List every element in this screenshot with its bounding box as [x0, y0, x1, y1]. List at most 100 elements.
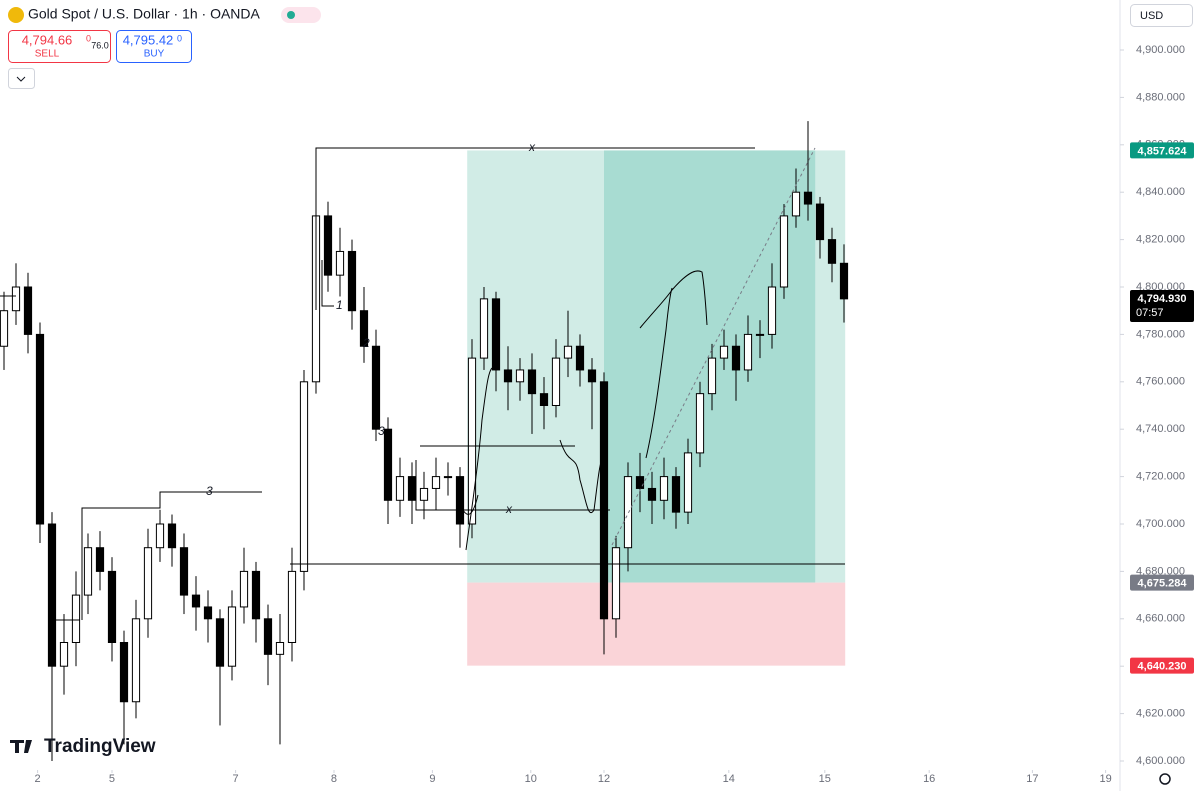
candle-body: [11, 286, 21, 312]
x-tick-label: 16: [923, 773, 935, 785]
annotation: 1: [336, 298, 343, 312]
drawings: 1 2 3 3 x x: [0, 140, 845, 621]
candle-body: [659, 476, 669, 501]
annotation: 2: [362, 336, 370, 350]
candle-body: [347, 250, 357, 312]
candle-body: [251, 570, 261, 620]
candle-body: [155, 523, 165, 549]
candle-body: [383, 428, 393, 501]
x-tick-label: 5: [109, 773, 115, 785]
annotation: 3: [206, 484, 213, 498]
price-badge-label: 4,640.230: [1138, 661, 1187, 673]
candle-body: [395, 476, 405, 501]
x-tick-label: 12: [598, 773, 610, 785]
settings-icon[interactable]: [1159, 773, 1171, 785]
candle-body: [71, 594, 81, 643]
x-tick-label: 9: [429, 773, 435, 785]
currency: USD: [1140, 10, 1163, 22]
candle-body: [275, 641, 285, 655]
candle-body: [359, 310, 369, 347]
freehand: [645, 287, 673, 459]
candle-body: [35, 333, 45, 525]
candle-body: [503, 369, 513, 383]
candle-body: [131, 618, 141, 703]
candle-body: [191, 594, 201, 608]
candle-body: [467, 357, 477, 525]
sell-label: SELL: [35, 49, 60, 60]
drawn-line: [321, 260, 334, 307]
candle-body: [611, 547, 621, 620]
candle-body: [59, 641, 69, 667]
chevron-icon: [16, 76, 26, 82]
candle-body: [587, 369, 597, 383]
annotation: x: [505, 502, 513, 516]
y-tick-label: 4,660.000: [1136, 613, 1185, 625]
annotation: x: [528, 140, 536, 154]
freehand: [457, 439, 605, 515]
candle-body: [23, 286, 33, 335]
candle-body: [107, 570, 117, 643]
freehand: [465, 367, 493, 551]
collapse-button[interactable]: [8, 68, 35, 89]
candle-body: [323, 215, 333, 276]
candle-body: [419, 487, 429, 501]
y-tick-label: 4,700.000: [1136, 518, 1185, 530]
y-tick-label: 4,740.000: [1136, 423, 1185, 435]
candle-body: [575, 345, 585, 371]
countdown: 07:57: [1136, 307, 1164, 319]
y-tick-label: 4,780.000: [1136, 328, 1185, 340]
buy-button[interactable]: [116, 30, 192, 63]
brand-logo: [10, 740, 32, 753]
candle-body: [527, 369, 537, 395]
currency-button[interactable]: [1130, 4, 1193, 27]
candle-body: [263, 618, 273, 655]
y-tick-label: 4,820.000: [1136, 234, 1185, 246]
candle-body: [755, 333, 765, 336]
status-dot: [287, 11, 295, 19]
sell-price: 4,794.66: [22, 32, 73, 47]
candles: [0, 121, 849, 761]
x-tick-label: 15: [819, 773, 831, 785]
candle-body: [599, 381, 609, 620]
candle-body: [431, 476, 441, 489]
x-tick-label: 7: [233, 773, 239, 785]
y-tick-label: 4,720.000: [1136, 471, 1185, 483]
x-tick-label: 10: [525, 773, 537, 785]
candle-body: [0, 310, 9, 347]
buy-price: 4,795.42: [123, 32, 174, 47]
y-tick-label: 4,760.000: [1136, 376, 1185, 388]
sell-button[interactable]: [8, 30, 111, 63]
candle-body: [551, 357, 561, 407]
axes: 4,600.0004,620.0004,640.0004,660.0004,68…: [35, 44, 1194, 785]
candle-body: [203, 606, 213, 620]
candle-body: [227, 606, 237, 667]
last-price-badge: [1130, 290, 1194, 323]
candle-body: [815, 203, 825, 241]
candle-body: [623, 476, 633, 549]
buy-price-sup: 0: [177, 33, 182, 43]
spread: 76.0: [91, 40, 109, 50]
last-price-label: 4,794.930: [1138, 293, 1187, 305]
symbol-logo: [8, 7, 24, 23]
candle-body: [707, 357, 717, 395]
drawn-line: [81, 491, 262, 620]
candle-body: [671, 476, 681, 513]
candle-body: [239, 570, 249, 608]
drawn-line: [315, 147, 755, 310]
candle-body: [371, 345, 381, 430]
y-tick-label: 4,880.000: [1136, 91, 1185, 103]
price-badge-label: 4,857.624: [1138, 145, 1188, 157]
drawn-line: [415, 460, 610, 511]
candle-body: [299, 381, 309, 572]
y-tick-label: 4,840.000: [1136, 186, 1185, 198]
candle-body: [791, 191, 801, 217]
candle-body: [335, 250, 345, 276]
candle-body: [95, 547, 105, 572]
position-tool: [467, 150, 846, 666]
x-tick-label: 8: [331, 773, 337, 785]
candle-body: [455, 476, 465, 525]
symbol-title: Gold Spot / U.S. Dollar · 1h · OANDA: [28, 6, 261, 22]
candle-body: [167, 523, 177, 549]
sell-price-sup: 0: [86, 33, 91, 43]
